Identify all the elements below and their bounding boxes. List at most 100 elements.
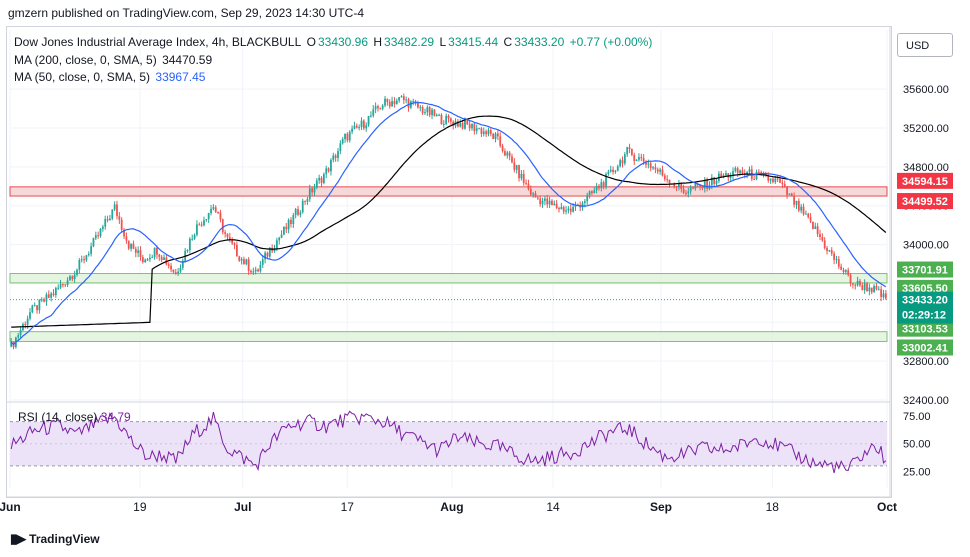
candle-body	[448, 116, 450, 119]
candle-body	[749, 169, 751, 172]
candle-body	[626, 147, 628, 154]
y-tick-label: 32800.00	[903, 356, 949, 368]
open-value: 33430.96	[318, 35, 368, 49]
candle-body	[739, 170, 741, 172]
candle-body	[177, 272, 179, 274]
candle-body	[283, 227, 285, 235]
candle-body	[335, 155, 337, 157]
candle-body	[445, 116, 447, 124]
x-tick-label: Sep	[650, 500, 672, 514]
candle-body	[48, 294, 50, 297]
candle-body	[542, 201, 544, 204]
candle-body	[591, 191, 593, 193]
x-tick-label: 17	[341, 500, 355, 514]
candle-body	[424, 112, 426, 113]
candle-body	[518, 165, 520, 178]
candle-body	[71, 276, 73, 279]
candle-body	[100, 229, 102, 236]
candle-body	[34, 305, 36, 306]
candle-body	[499, 136, 501, 145]
rsi-tick-label: 25.00	[903, 466, 931, 478]
candle-body	[520, 174, 522, 178]
candle-body	[596, 186, 598, 190]
ma200-legend: MA (200, close, 0, SMA, 5) 34470.59	[14, 53, 214, 67]
y-tick-label: 32400.00	[903, 395, 949, 407]
candle-body	[370, 116, 372, 117]
candle-body	[549, 201, 551, 205]
candle-body	[121, 220, 123, 230]
candle-body	[676, 186, 678, 187]
candle-body	[314, 188, 316, 193]
candle-body	[156, 248, 158, 255]
candle-body	[358, 127, 360, 128]
candle-body	[504, 151, 506, 155]
x-tick-label: 19	[133, 500, 147, 514]
candle-body	[636, 160, 638, 161]
candle-body	[511, 156, 513, 162]
candle-body	[819, 234, 821, 237]
candle-body	[857, 281, 859, 285]
candle-body	[483, 131, 485, 134]
candle-body	[102, 227, 104, 229]
candle-body	[584, 201, 586, 203]
candle-body	[135, 249, 137, 253]
candle-body	[349, 132, 351, 141]
currency-button[interactable]: USD	[897, 33, 953, 57]
candle-body	[210, 209, 212, 213]
candle-body	[97, 235, 99, 236]
candle-body	[217, 212, 219, 213]
candle-body	[473, 124, 475, 131]
candle-body	[622, 160, 624, 163]
candle-body	[290, 220, 292, 224]
candle-body	[151, 257, 153, 258]
candle-body	[307, 199, 309, 202]
candle-body	[365, 125, 367, 128]
candle-body	[537, 197, 539, 198]
candle-body	[791, 194, 793, 196]
candle-body	[781, 183, 783, 184]
candle-body	[236, 245, 238, 257]
resistance-zone	[10, 187, 887, 196]
candle-body	[205, 219, 207, 220]
symbol-title: Dow Jones Industrial Average Index, 4h, …	[14, 35, 301, 49]
candle-body	[104, 219, 106, 227]
candle-body	[629, 147, 631, 149]
candle-body	[163, 257, 165, 260]
candle-body	[666, 179, 668, 180]
candle-body	[125, 236, 127, 240]
candle-body	[203, 220, 205, 225]
footer-brand-name: TradingView	[29, 532, 99, 546]
candle-body	[304, 201, 306, 202]
support-lower-top-badge-text: 33103.53	[902, 324, 948, 336]
candle-body	[685, 193, 687, 194]
candle-body	[568, 209, 570, 211]
candle-body	[391, 101, 393, 106]
candle-body	[386, 99, 388, 102]
candle-body	[694, 184, 696, 189]
candle-body	[111, 210, 113, 219]
candle-body	[812, 222, 814, 229]
candle-body	[323, 174, 325, 183]
candle-body	[36, 305, 38, 310]
candle-body	[638, 157, 640, 160]
candle-body	[436, 115, 438, 116]
candle-body	[288, 220, 290, 229]
x-tick-label: Aug	[440, 500, 463, 514]
candle-body	[285, 227, 287, 229]
candle-body	[814, 226, 816, 229]
candle-body	[144, 260, 146, 263]
candle-body	[175, 272, 177, 274]
candle-body	[880, 289, 882, 297]
candle-body	[836, 259, 838, 260]
candle-body	[384, 99, 386, 106]
footer-brand[interactable]: ▮▶ TradingView	[10, 531, 100, 547]
candle-body	[412, 101, 414, 102]
candle-body	[53, 294, 55, 295]
ma200-label: MA (200, close, 0, SMA, 5)	[14, 53, 157, 67]
candle-body	[610, 170, 612, 172]
candle-body	[847, 270, 849, 275]
candle-body	[488, 130, 490, 134]
support-zone-lower	[10, 332, 887, 342]
candle-body	[118, 216, 120, 220]
candle-body	[756, 172, 758, 179]
